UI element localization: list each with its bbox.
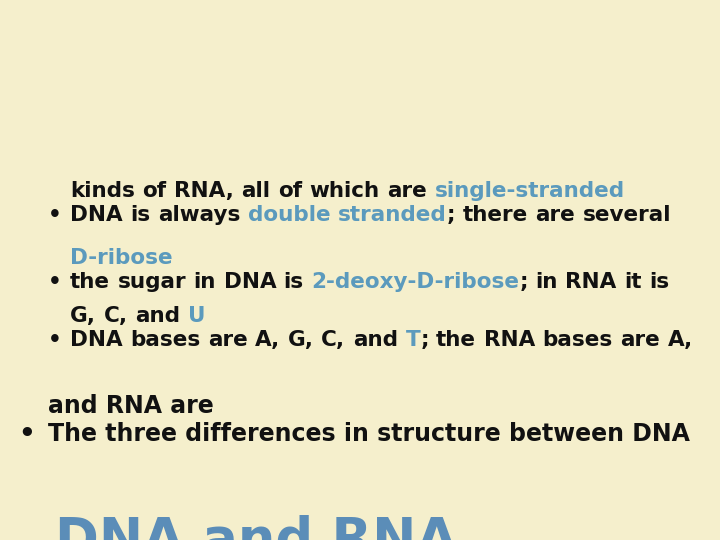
Text: the: the: [436, 330, 476, 350]
Text: of: of: [278, 181, 302, 201]
Text: in: in: [535, 272, 557, 292]
Text: •: •: [48, 205, 62, 225]
Text: bases: bases: [542, 330, 613, 350]
Text: DNA and RNA: DNA and RNA: [55, 515, 457, 540]
Text: DNA: DNA: [223, 272, 276, 292]
Text: is: is: [284, 272, 304, 292]
Text: it: it: [624, 272, 642, 292]
Text: G,: G,: [288, 330, 314, 350]
Text: and: and: [135, 306, 180, 326]
Text: which: which: [310, 181, 379, 201]
Text: DNA: DNA: [70, 205, 122, 225]
Text: •: •: [48, 272, 62, 292]
Text: ;: ;: [420, 330, 428, 350]
Text: A,: A,: [255, 330, 280, 350]
Text: stranded: stranded: [338, 205, 446, 225]
Text: is: is: [649, 272, 669, 292]
Text: and: and: [353, 330, 398, 350]
Text: are: are: [208, 330, 248, 350]
Text: all: all: [241, 181, 271, 201]
Text: RNA,: RNA,: [174, 181, 234, 201]
Text: A,: A,: [667, 330, 693, 350]
Text: single-stranded: single-stranded: [434, 181, 624, 201]
Text: RNA: RNA: [565, 272, 616, 292]
Text: T: T: [405, 330, 420, 350]
Text: are: are: [535, 205, 575, 225]
Text: •: •: [18, 422, 35, 448]
Text: are: are: [387, 181, 427, 201]
Text: kinds: kinds: [70, 181, 135, 201]
Text: always: always: [158, 205, 240, 225]
Text: •: •: [48, 330, 62, 350]
Text: double: double: [248, 205, 330, 225]
Text: G,: G,: [70, 306, 96, 326]
Text: and RNA are: and RNA are: [48, 394, 214, 418]
Text: 2-deoxy-D-ribose: 2-deoxy-D-ribose: [311, 272, 519, 292]
Text: there: there: [462, 205, 528, 225]
Text: several: several: [582, 205, 671, 225]
Text: C,: C,: [321, 330, 346, 350]
Text: The three differences in structure between DNA: The three differences in structure betwe…: [48, 422, 690, 446]
Text: is: is: [130, 205, 150, 225]
Text: C,: C,: [104, 306, 127, 326]
Text: RNA: RNA: [484, 330, 535, 350]
Text: U: U: [188, 306, 205, 326]
Text: the: the: [70, 272, 110, 292]
Text: ;: ;: [519, 272, 528, 292]
Text: ;: ;: [446, 205, 455, 225]
Text: are: are: [620, 330, 660, 350]
Text: bases: bases: [130, 330, 200, 350]
Text: D-ribose: D-ribose: [70, 248, 173, 268]
Text: in: in: [194, 272, 216, 292]
Text: DNA: DNA: [70, 330, 122, 350]
Text: sugar: sugar: [117, 272, 186, 292]
Text: of: of: [143, 181, 166, 201]
